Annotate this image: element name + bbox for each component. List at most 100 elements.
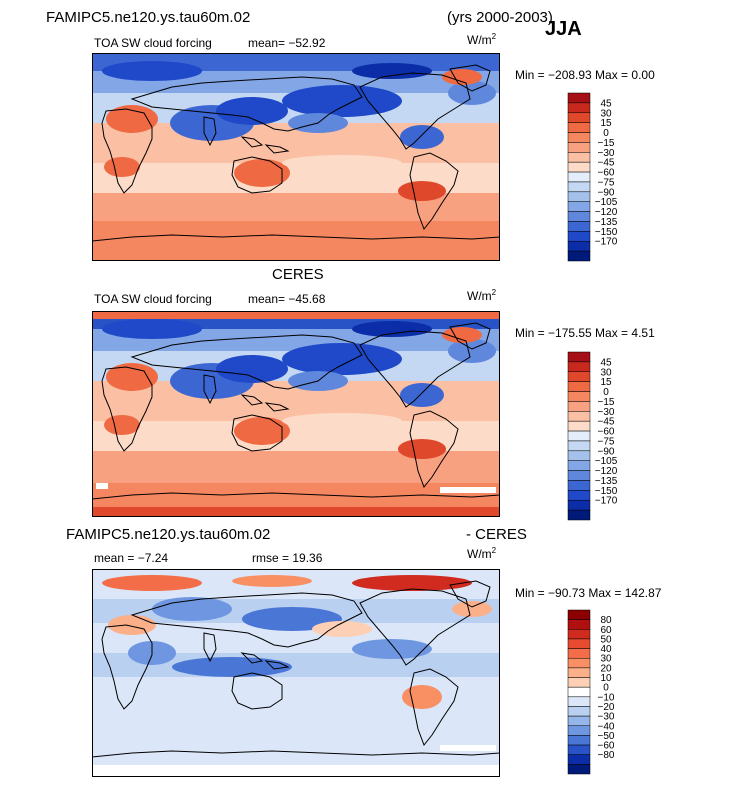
field-region: [172, 657, 292, 677]
coastline: [92, 492, 500, 500]
colorbar-tick-label: 20: [600, 663, 612, 674]
colorbar-swatch: [567, 499, 591, 511]
colorbar-tick-label: 45: [600, 98, 612, 109]
colorbar-swatch: [567, 470, 591, 481]
colorbar-tick-label: −45: [598, 417, 615, 428]
colorbar-tick-label: −60: [598, 168, 615, 179]
colorbar-swatch: [567, 152, 591, 163]
colorbar-swatch: [567, 725, 591, 736]
field-band: [92, 507, 500, 517]
colorbar-swatch: [567, 460, 591, 471]
field-region: [312, 621, 372, 637]
years-label: (yrs 2000-2003): [447, 9, 553, 26]
colorbar-swatch: [567, 619, 591, 630]
coastline: [101, 624, 153, 710]
colorbar-tick-label: 40: [600, 644, 612, 655]
field-region: [448, 81, 496, 105]
colorbar-swatch: [567, 735, 591, 746]
coastline: [203, 116, 217, 147]
field-region: [102, 575, 202, 591]
colorbar-swatch: [567, 381, 591, 392]
field-region: [102, 61, 202, 81]
colorbar-tick-label: −90: [598, 446, 615, 457]
colorbar-swatch: [567, 231, 591, 242]
panel1-units: W/m2: [467, 32, 497, 47]
colorbar-swatch: [567, 648, 591, 659]
colorbar-swatch: [567, 490, 591, 501]
colorbar-tick-label: −10: [598, 692, 615, 703]
colorbar-tick-label: −75: [598, 436, 615, 447]
colorbar-swatch: [567, 657, 591, 669]
field-region: [398, 181, 446, 201]
field-region: [106, 363, 158, 391]
field-band: [92, 311, 500, 319]
field-region: [104, 157, 140, 177]
panel2-map: [92, 311, 500, 517]
panel1-colorbar: 4530150−15−30−45−60−75−90−105−120−135−15…: [567, 92, 618, 262]
coastline: [449, 322, 491, 350]
colorbar-tick-label: −30: [598, 407, 615, 418]
map-frame: [92, 569, 500, 777]
colorbar-swatch: [567, 142, 591, 153]
colorbar-tick-label: 15: [600, 118, 612, 129]
panel2-minmax: Min = −175.55 Max = 4.51: [515, 326, 655, 340]
panel1-minmax: Min = −208.93 Max = 0.00: [515, 68, 655, 82]
colorbar-tick-label: −60: [598, 741, 615, 752]
colorbar-tick-label: −170: [595, 496, 618, 507]
colorbar-tick-label: −90: [598, 187, 615, 198]
missing-data-region: [440, 487, 496, 493]
field-region: [400, 383, 444, 407]
coastline: [130, 334, 363, 390]
colorbar-swatch: [567, 112, 591, 123]
colorbar-swatch: [567, 706, 591, 717]
colorbar-swatch: [567, 764, 591, 775]
coastline: [101, 108, 153, 194]
coastline: [409, 152, 459, 230]
colorbar-tick-label: −105: [595, 456, 618, 467]
colorbar-tick-label: −120: [595, 207, 618, 218]
coastline: [92, 750, 500, 758]
colorbar-swatch: [567, 715, 591, 727]
field-region: [108, 615, 156, 635]
colorbar-tick-label: 10: [600, 673, 612, 684]
panel3-map: [92, 569, 500, 777]
colorbar-swatch: [567, 371, 591, 382]
coastline: [240, 652, 290, 670]
panel1-map: [92, 53, 500, 261]
colorbar-swatch: [567, 450, 591, 461]
colorbar-swatch: [567, 696, 591, 707]
colorbar-swatch: [567, 240, 591, 252]
model-title: FAMIPC5.ne120.ys.tau60m.02: [46, 9, 251, 26]
coastline: [449, 64, 491, 92]
field-region: [234, 417, 290, 445]
colorbar-tick-label: 0: [603, 128, 609, 139]
missing-data-region: [440, 745, 496, 751]
panel2-units: W/m2: [467, 288, 497, 303]
field-region: [102, 319, 202, 339]
panel2-title: CERES: [272, 266, 324, 283]
colorbar-swatch: [567, 191, 591, 202]
map-frame: [92, 53, 500, 261]
field-region: [106, 105, 158, 133]
field-region: [232, 575, 312, 587]
panel2-field-label: TOA SW cloud forcing: [94, 292, 212, 306]
coastline: [101, 366, 153, 452]
colorbar-swatch: [567, 754, 591, 765]
colorbar-swatch: [567, 181, 591, 193]
field-region: [104, 415, 140, 435]
colorbar-tick-label: −15: [598, 138, 615, 149]
colorbar-swatch: [567, 161, 591, 173]
panel3-minmax: Min = −90.73 Max = 142.87: [515, 586, 662, 600]
field-region: [402, 685, 442, 709]
colorbar-swatch: [567, 132, 591, 143]
missing-data-region: [96, 483, 108, 489]
field-region: [216, 355, 288, 383]
coastline: [203, 632, 217, 663]
colorbar-tick-label: −105: [595, 197, 618, 208]
field-region: [452, 601, 492, 617]
panel3-title-left: FAMIPC5.ne120.ys.tau60m.02: [66, 526, 271, 543]
field-region: [282, 155, 402, 171]
field-region: [398, 439, 446, 459]
field-region: [352, 321, 432, 337]
